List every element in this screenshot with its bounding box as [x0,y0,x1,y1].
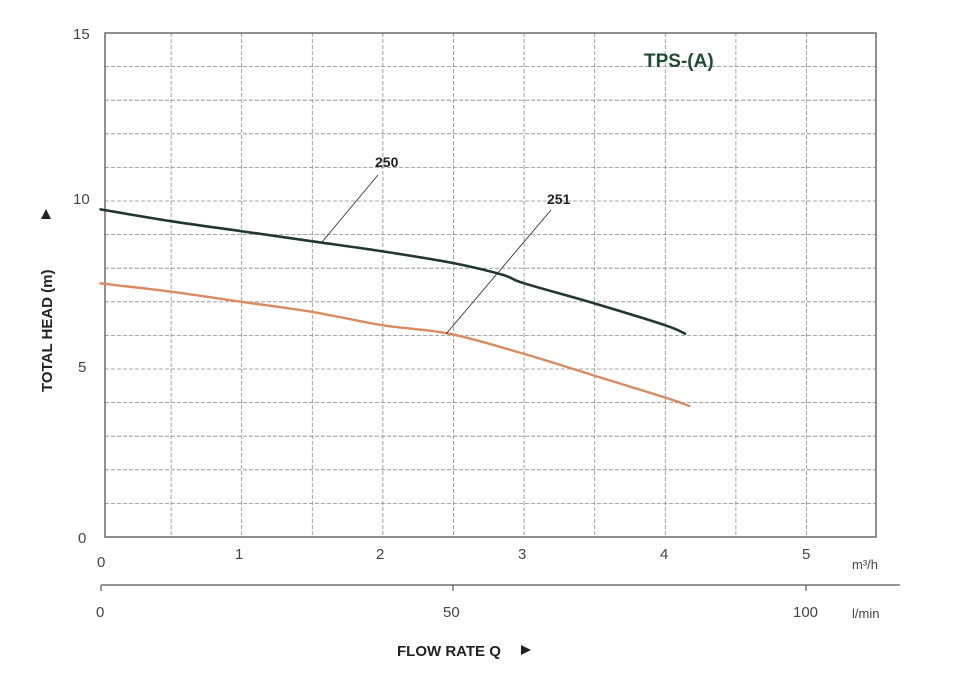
leader-line-250 [321,174,379,243]
x2-tick-100: 100 [793,604,818,621]
x-tick-3: 3 [518,546,526,563]
curves [99,208,691,408]
leader-line-251 [445,209,552,335]
x2-tick-0: 0 [96,604,104,621]
x-axis-title: FLOW RATE Q [397,643,501,660]
x-tick-2: 2 [376,546,384,563]
curve-251 [99,282,691,408]
x-axis-arrow-icon [521,645,531,655]
y-tick-15: 15 [73,26,90,43]
curve-label-251: 251 [547,191,571,207]
y-tick-10: 10 [73,191,90,208]
grid-lines [105,33,876,537]
chart-title: TPS-(A) [644,51,714,72]
y-tick-0: 0 [78,530,86,547]
curve-label-250: 250 [375,154,399,170]
x-tick-0: 0 [97,554,105,571]
plot-frame [104,32,877,538]
x-tick-1: 1 [235,546,243,563]
x-tick-5: 5 [802,546,810,563]
x-unit-lmin: l/min [852,606,879,621]
x-tick-4: 4 [660,546,668,563]
curve-250 [99,208,687,336]
x-axis-ticks: 0 1 2 3 4 5 m³/h [97,546,878,572]
y-tick-5: 5 [78,359,86,376]
x2-tick-50: 50 [443,604,460,621]
y-axis-ticks: 0 5 10 15 [73,26,90,547]
y-axis-title-text: TOTAL HEAD (m) [39,269,56,392]
y-axis-title: TOTAL HEAD (m) [39,269,56,392]
x-unit-m3h: m³/h [852,557,878,572]
y-axis-arrow-icon [41,209,51,219]
secondary-x-axis-ticks: 0 50 100 l/min [96,604,879,621]
